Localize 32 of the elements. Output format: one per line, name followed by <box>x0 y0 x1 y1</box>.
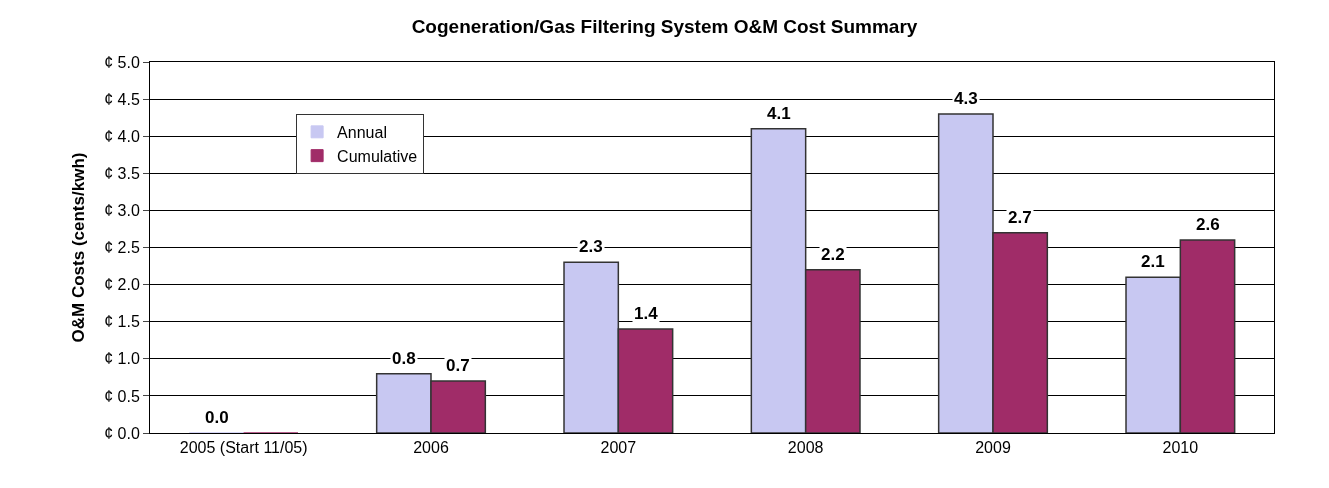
data-label: 2.1 <box>1141 252 1165 271</box>
x-tick-label: 2008 <box>787 439 824 457</box>
x-tick-label: 2007 <box>600 439 637 457</box>
y-tick-label: ¢ 1.0 <box>104 350 140 368</box>
legend-label: Annual <box>337 124 387 142</box>
data-label: 1.4 <box>634 304 659 323</box>
data-label: 2.7 <box>1008 208 1032 227</box>
y-axis-title: O&M Costs (cents/kwh) <box>68 152 88 343</box>
x-tick-label: 2006 <box>413 439 449 457</box>
y-tick-label: ¢ 2.5 <box>104 239 140 257</box>
data-label: 2.3 <box>579 237 603 256</box>
y-tick-label: ¢ 3.0 <box>104 202 140 219</box>
data-label: 4.1 <box>767 104 791 123</box>
data-label: 4.3 <box>954 89 978 108</box>
y-tick-label: ¢ 1.5 <box>104 313 140 331</box>
y-tick-label: ¢ 3.5 <box>104 164 140 182</box>
data-label: 0.0 <box>205 408 229 427</box>
chart-title: Cogeneration/Gas Filtering System O&M Cost Summary <box>411 15 918 37</box>
legend-label: Cumulative <box>337 147 418 165</box>
data-label: 0.7 <box>446 356 470 375</box>
y-tick-label: ¢ 0.0 <box>104 424 140 442</box>
data-label: 2.6 <box>1196 215 1220 234</box>
x-tick-label: 2005 (Start 11/05) <box>179 439 308 457</box>
x-tick-label: 2009 <box>975 439 1011 457</box>
y-tick-label: ¢ 4.5 <box>104 90 140 108</box>
data-label: 0.8 <box>392 349 416 368</box>
y-tick-label: ¢ 4.0 <box>104 127 140 145</box>
y-tick-label: ¢ 5.0 <box>104 53 140 71</box>
y-tick-label: ¢ 2.0 <box>104 276 140 294</box>
y-tick-label: ¢ 0.5 <box>104 387 140 405</box>
x-tick-label: 2010 <box>1162 439 1199 457</box>
data-label: 2.2 <box>821 245 845 264</box>
